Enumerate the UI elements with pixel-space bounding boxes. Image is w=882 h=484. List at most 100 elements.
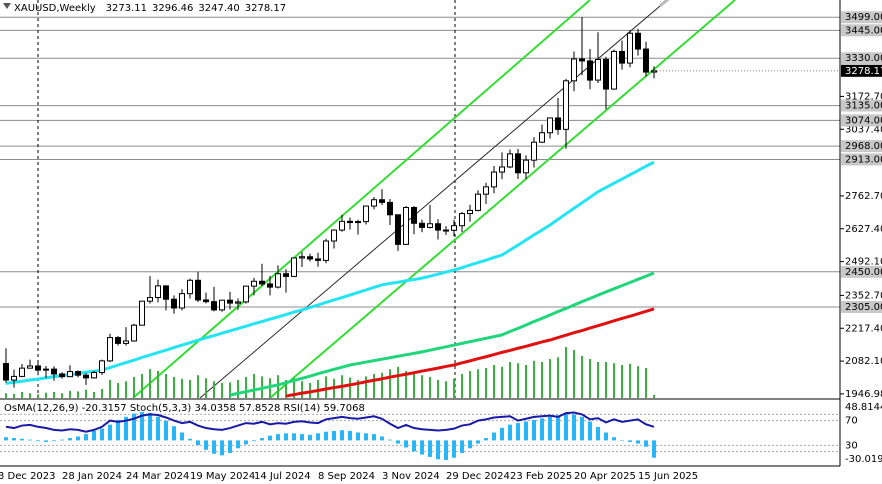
osma-bar: [388, 439, 392, 441]
candle-body: [627, 32, 633, 64]
indicator-label: OsMA(12,26,9) -20.3157 Stoch(5,3,3) 34.0…: [4, 403, 365, 414]
candle-body: [499, 166, 505, 173]
candle-body: [67, 371, 73, 378]
osma-bar: [292, 433, 296, 441]
candle-body: [323, 240, 329, 261]
candle-body: [411, 206, 417, 224]
osma-bar: [308, 434, 312, 441]
candle-body: [363, 205, 369, 223]
osma-bar: [116, 419, 120, 441]
osma-bar: [612, 437, 616, 441]
osma-bar: [180, 432, 184, 441]
osma-bar: [324, 431, 328, 441]
osma-bar: [196, 440, 200, 446]
candle-body: [267, 283, 273, 288]
low-label: 3247.40: [198, 3, 239, 14]
candle-body: [507, 153, 513, 168]
osma-bar: [572, 414, 576, 441]
osma-bar: [100, 428, 104, 441]
osma-bar: [428, 440, 432, 457]
price-panel: [3, 16, 840, 398]
candle-body: [419, 222, 425, 228]
osma-bar: [380, 436, 384, 441]
candle-body: [467, 209, 473, 215]
y-tick-label: 2352.70: [845, 290, 882, 301]
level-label-bg: [841, 99, 882, 112]
candle-body: [547, 117, 553, 134]
osma-bar: [268, 435, 272, 441]
rsi-line: [5, 411, 655, 433]
level-label: 2913.00: [845, 154, 882, 165]
osma-bar: [252, 440, 256, 442]
osma-bar: [652, 440, 656, 458]
candle-body: [155, 285, 161, 299]
osma-bar: [156, 416, 160, 441]
osma-bar: [580, 416, 584, 441]
osma-bar: [420, 440, 424, 455]
drawings: [37, 0, 736, 398]
osma-bar: [412, 440, 416, 452]
candle-body: [83, 374, 89, 379]
osma-bar: [372, 434, 376, 441]
osma-bar: [556, 415, 560, 441]
osma-bar: [140, 412, 144, 441]
candle-body: [243, 285, 249, 303]
level-label: 3135.00: [845, 101, 882, 112]
osma-bar: [244, 440, 248, 445]
level-label-bg: [841, 52, 882, 65]
candle-body: [459, 213, 465, 227]
y-tick-label: 3037.40: [845, 124, 882, 135]
level-label: 2968.00: [845, 141, 882, 152]
candle-body: [27, 365, 33, 369]
osma-bar: [20, 438, 24, 441]
candle-body: [435, 223, 441, 231]
osma-bar: [436, 440, 440, 460]
trend-line: [199, 5, 661, 398]
candle-body: [107, 337, 113, 362]
osma-bar: [124, 416, 128, 441]
osma-bar: [132, 413, 136, 441]
y-tick-label: 3172.70: [845, 91, 882, 102]
candle-body: [115, 337, 121, 344]
axis-background: [841, 0, 882, 466]
level-label-bg: [841, 114, 882, 127]
osma-bar: [564, 413, 568, 441]
osma-bar: [212, 440, 216, 454]
candle-body: [587, 60, 593, 81]
x-tick-label: 29 Dec 2024: [446, 471, 510, 482]
candle-body: [371, 199, 377, 207]
osma-bar: [12, 438, 16, 441]
trend-line-extension: [659, 0, 670, 8]
y-tick-label: 2082.10: [845, 356, 882, 367]
x-tick-label: 14 Jul 2024: [254, 471, 311, 482]
osma-bar: [452, 440, 456, 458]
osma-bar: [76, 436, 80, 441]
osma-bar: [460, 440, 464, 453]
level-label: 3330.00: [845, 53, 882, 64]
price-axis: 3172.70 3037.40 2762.70 2627.40 2492.10 2352.…: [840, 0, 882, 466]
candle-body: [395, 214, 401, 245]
osma-bar: [108, 424, 112, 441]
level-label-bg: [841, 265, 882, 278]
candle-body: [379, 199, 385, 203]
osma-bar: [332, 430, 336, 441]
candle-body: [235, 301, 241, 304]
level-label: 2305.00: [845, 302, 882, 313]
osma-bar: [52, 440, 56, 442]
osma-bar: [316, 433, 320, 441]
level-label-bg: [841, 300, 882, 313]
level-label: 2450.00: [845, 267, 882, 278]
candle-body: [227, 299, 233, 304]
candle-body: [555, 117, 561, 130]
current-price-bg: [841, 64, 882, 77]
moving-average: [5, 160, 655, 385]
osma-bar: [236, 440, 240, 449]
osma-bar: [500, 427, 504, 441]
high-label: 3296.46: [152, 3, 193, 14]
candle-body: [147, 297, 153, 302]
osma-bar: [36, 440, 40, 442]
osma-bar: [548, 416, 552, 441]
osma-bar: [476, 440, 480, 444]
candle-body: [339, 220, 345, 231]
